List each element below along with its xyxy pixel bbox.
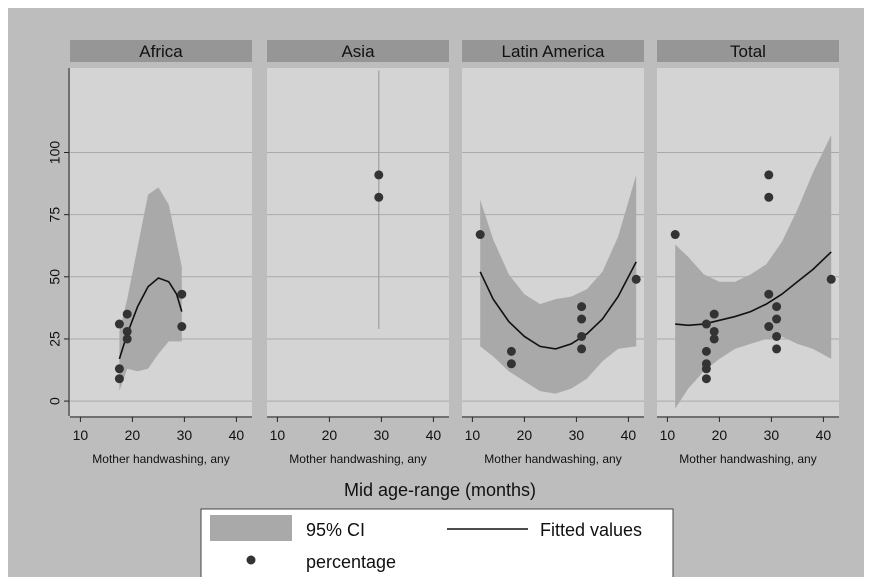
data-point <box>114 319 124 329</box>
panel-header <box>462 40 644 62</box>
data-point <box>475 230 485 240</box>
y-tick-label: 0 <box>47 397 63 405</box>
panel-title: Latin America <box>502 42 606 61</box>
data-point <box>764 192 774 202</box>
data-point <box>577 331 587 341</box>
x-tick-label: 10 <box>660 427 676 443</box>
x-tick-label: 30 <box>569 427 585 443</box>
panel-header <box>70 40 252 62</box>
data-point <box>772 344 782 354</box>
x-tick-label: 20 <box>125 427 141 443</box>
data-point <box>631 274 641 284</box>
x-tick-label: 10 <box>270 427 286 443</box>
data-point <box>577 344 587 354</box>
x-tick-label: 10 <box>73 427 89 443</box>
data-point <box>122 334 132 344</box>
data-point <box>670 230 680 240</box>
x-tick-label: 40 <box>816 427 832 443</box>
fit-line <box>675 251 832 327</box>
data-point <box>374 170 384 180</box>
x-axis-title: Mid age-range (months) <box>344 480 536 500</box>
legend-points-label: percentage <box>306 552 396 572</box>
plot-area <box>267 68 449 416</box>
data-point <box>177 322 187 332</box>
data-point <box>764 170 774 180</box>
panel-x-label: Mother handwashing, any <box>679 452 816 466</box>
legend-ci-swatch <box>210 515 292 541</box>
fit-line <box>479 261 637 350</box>
data-point <box>114 364 124 374</box>
x-tick-label: 40 <box>229 427 245 443</box>
x-tick-label: 30 <box>177 427 193 443</box>
panel-x-label: Mother handwashing, any <box>289 452 426 466</box>
legend-fit-label: Fitted values <box>540 520 642 540</box>
legend-point-marker <box>246 555 256 565</box>
data-point <box>826 274 836 284</box>
data-point <box>177 289 187 299</box>
x-tick-label: 20 <box>322 427 338 443</box>
legend: 95% CI Fitted values percentage <box>200 508 674 580</box>
data-point <box>772 314 782 324</box>
data-point <box>764 322 774 332</box>
data-point <box>772 302 782 312</box>
data-point <box>701 374 711 384</box>
data-point <box>709 326 719 336</box>
y-tick-label: 100 <box>47 141 63 165</box>
y-tick-label: 25 <box>47 331 63 347</box>
x-tick-label: 30 <box>374 427 390 443</box>
x-tick-label: 20 <box>712 427 728 443</box>
y-tick-label: 75 <box>47 207 63 223</box>
panel-x-label: Mother handwashing, any <box>484 452 621 466</box>
data-point <box>701 346 711 356</box>
panel-header <box>657 40 839 62</box>
panel-title: Total <box>730 42 766 61</box>
panel-title: Asia <box>341 42 375 61</box>
data-point <box>506 359 516 369</box>
data-point <box>122 309 132 319</box>
data-point <box>709 309 719 319</box>
data-point <box>114 374 124 384</box>
x-tick-label: 40 <box>426 427 442 443</box>
data-point <box>701 319 711 329</box>
data-point <box>506 346 516 356</box>
data-point <box>701 364 711 374</box>
panel-header <box>267 40 449 62</box>
data-point <box>764 289 774 299</box>
data-point <box>577 302 587 312</box>
data-point <box>577 314 587 324</box>
panel-title: Africa <box>139 42 183 61</box>
ci-band <box>119 187 182 392</box>
ci-band <box>480 174 637 394</box>
x-tick-label: 30 <box>764 427 780 443</box>
x-tick-label: 10 <box>465 427 481 443</box>
x-tick-label: 20 <box>517 427 533 443</box>
data-point <box>709 334 719 344</box>
data-point <box>122 326 132 336</box>
data-point <box>772 331 782 341</box>
legend-ci-label: 95% CI <box>306 520 365 540</box>
y-tick-label: 50 <box>47 269 63 285</box>
x-tick-label: 40 <box>621 427 637 443</box>
data-point <box>374 192 384 202</box>
panel-x-label: Mother handwashing, any <box>92 452 229 466</box>
